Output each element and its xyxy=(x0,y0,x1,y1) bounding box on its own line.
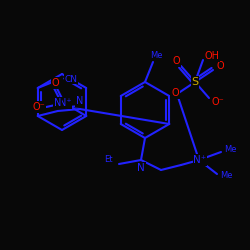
Text: Me: Me xyxy=(220,172,232,180)
Text: Et: Et xyxy=(104,156,112,164)
Text: CN: CN xyxy=(64,74,77,84)
Text: Me: Me xyxy=(224,146,236,154)
Text: Me: Me xyxy=(150,50,162,59)
Text: N⁺: N⁺ xyxy=(59,98,72,108)
Text: O⁻: O⁻ xyxy=(212,97,224,107)
Text: O: O xyxy=(52,78,59,88)
Text: N: N xyxy=(54,98,62,108)
Text: O: O xyxy=(172,56,180,66)
Text: O: O xyxy=(216,61,224,71)
Text: OH: OH xyxy=(204,51,220,61)
Text: O: O xyxy=(171,88,179,98)
Text: S: S xyxy=(192,77,198,87)
Text: N⁺: N⁺ xyxy=(194,155,206,165)
Text: N: N xyxy=(76,96,84,106)
Text: O⁻: O⁻ xyxy=(33,102,46,112)
Text: N: N xyxy=(137,163,145,173)
